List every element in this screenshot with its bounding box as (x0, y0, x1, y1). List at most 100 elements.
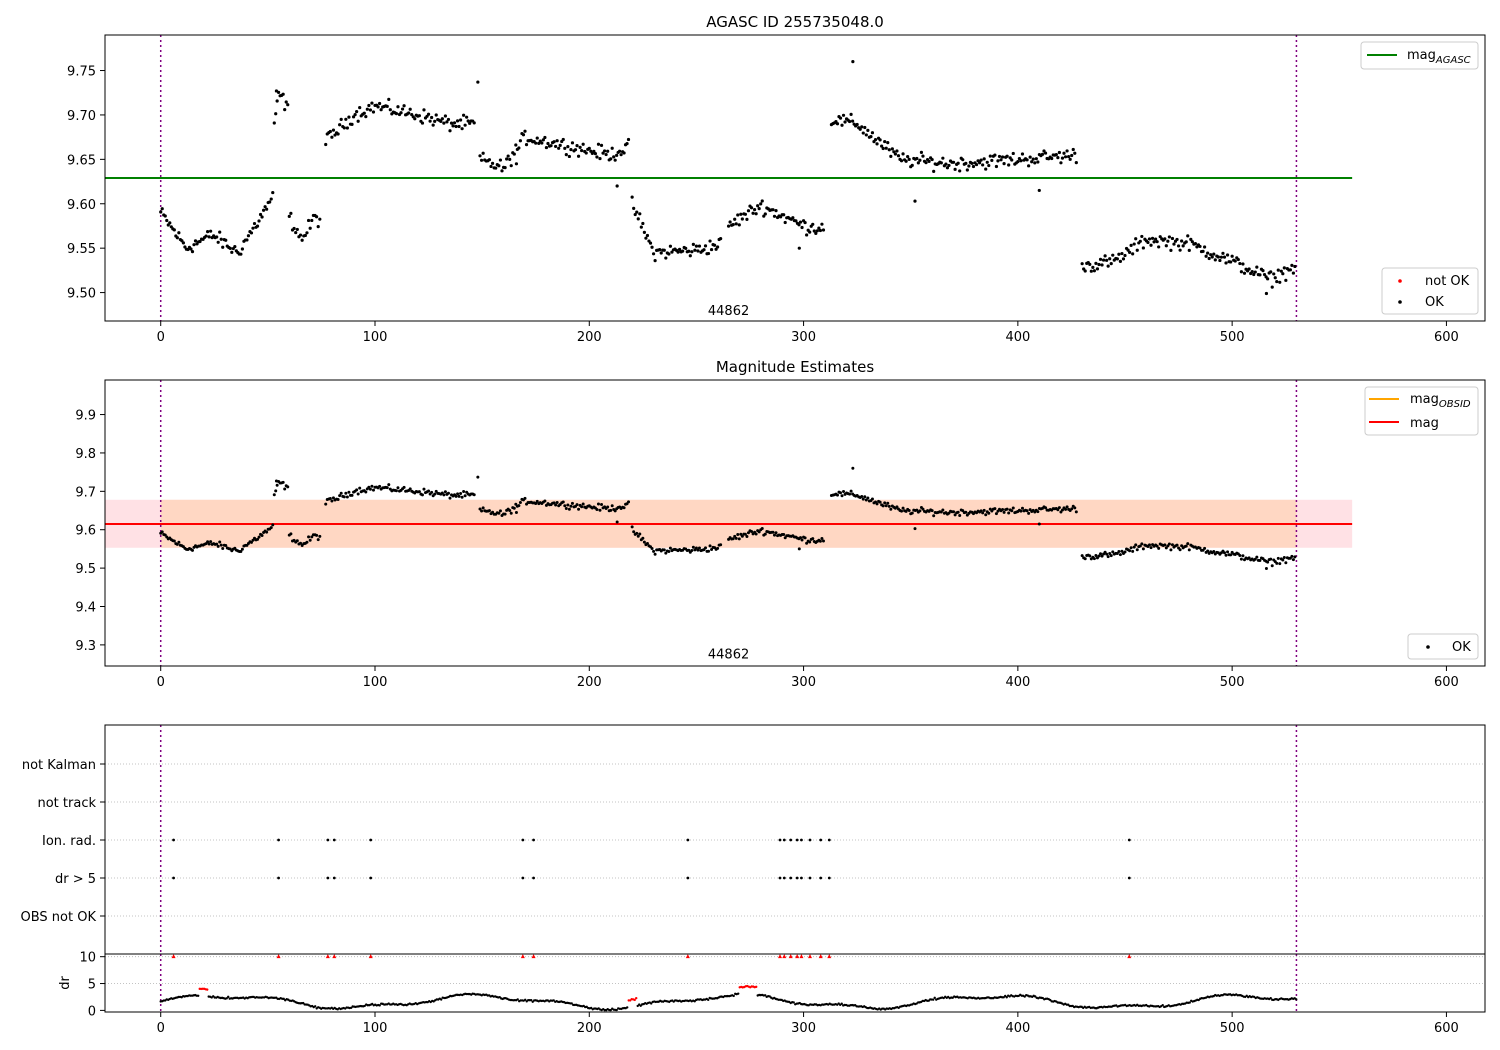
ok-data-point (808, 540, 812, 544)
ok-data-point (1070, 153, 1074, 158)
ok-data-point (570, 501, 574, 505)
ok-data-point (172, 228, 176, 232)
ok-data-point (619, 153, 623, 157)
ok-data-point (420, 493, 424, 497)
ok-data-point (652, 549, 656, 553)
ok-data-point (994, 164, 999, 169)
y-tick-label: 9.3 (75, 639, 96, 654)
ok-data-point (618, 149, 622, 153)
ok-data-point (939, 510, 943, 514)
ok-data-point (460, 495, 464, 499)
ok-data-point (930, 509, 934, 513)
ok-data-point (740, 217, 744, 221)
ok-data-point (426, 112, 431, 116)
ok-data-point (336, 498, 340, 502)
ok-data-point (1226, 550, 1230, 554)
ion-rad-flag-point (789, 838, 793, 842)
ok-data-point (1132, 242, 1136, 246)
ok-data-point (763, 212, 767, 216)
ok-data-point (274, 489, 278, 493)
ok-data-point (388, 108, 392, 112)
ok-data-point (821, 228, 826, 232)
ok-data-point (1027, 511, 1031, 515)
ok-data-point (878, 138, 882, 142)
ok-data-point (694, 244, 699, 248)
ok-data-point (987, 163, 991, 168)
ok-data-point (803, 220, 807, 225)
ok-data-point (743, 532, 747, 536)
ok-data-point (1056, 155, 1060, 160)
ok-data-point (218, 540, 222, 544)
ion-rad-flag-point (795, 838, 799, 842)
ok-data-point (907, 157, 911, 161)
ok-data-point (1050, 156, 1054, 161)
ok-data-point (215, 542, 219, 546)
ok-data-point (982, 508, 986, 512)
flags-panel: not Kalman not track Ion. rad. dr > 5 OBS no… (21, 724, 1486, 955)
ok-data-point (557, 146, 561, 150)
ok-data-point (430, 490, 434, 494)
ok-data-point (1149, 546, 1153, 550)
ok-data-point (555, 139, 559, 143)
ok-data-point (1027, 164, 1031, 168)
ok-data-point (219, 543, 223, 547)
ok-data-point (858, 127, 862, 131)
ok-data-point (567, 154, 571, 159)
ok-data-point (799, 536, 803, 540)
ok-data-point (598, 156, 602, 161)
ok-data-point (428, 119, 432, 123)
ok-data-point (233, 245, 237, 249)
dr-gt-5-flag-point (172, 876, 175, 880)
ok-data-point (1020, 152, 1025, 156)
ok-data-point (636, 217, 640, 221)
ok-data-point (630, 525, 634, 529)
ok-data-point (670, 250, 674, 254)
agasc-legend-lower: not OK OK (1381, 267, 1479, 315)
ok-data-point (1255, 555, 1259, 559)
ok-data-point (613, 509, 617, 513)
ok-data-point (896, 154, 901, 158)
ok-data-point (797, 223, 801, 227)
ok-data-point (330, 135, 334, 139)
ok-data-point (606, 505, 610, 509)
ok-data-point (487, 509, 491, 513)
ok-data-point (651, 252, 656, 256)
ok-data-point (757, 207, 761, 211)
ok-data-point (772, 533, 776, 537)
ok-data-point (440, 117, 444, 121)
ok-data-point (1123, 253, 1127, 258)
ok-data-point (974, 162, 979, 167)
ok-data-point (1293, 555, 1297, 559)
ok-data-point (387, 97, 391, 101)
ok-data-point (355, 109, 359, 114)
ok-data-point (256, 537, 260, 541)
ok-data-point (303, 233, 307, 238)
ok-data-point (1074, 510, 1078, 514)
ok-data-point (497, 164, 501, 168)
ok-data-point (370, 484, 374, 488)
ok-data-point (1225, 253, 1230, 257)
ok-data-point (564, 506, 568, 510)
ok-data-point (913, 199, 917, 203)
ok-data-point (371, 110, 376, 114)
ion-rad-flag-point (782, 838, 786, 842)
ok-data-point (1083, 557, 1087, 561)
ok-data-point (498, 509, 502, 513)
ok-data-point (1127, 250, 1132, 254)
ok-data-point (204, 234, 208, 238)
ok-data-point (1109, 262, 1113, 266)
ok-data-point (481, 151, 485, 155)
dr-gt-5-flag-point (789, 876, 793, 880)
ok-data-point (1252, 272, 1256, 277)
ok-data-point (1290, 554, 1294, 558)
ok-data-point (863, 125, 867, 130)
ok-data-point (1184, 240, 1188, 244)
ok-data-point (1180, 239, 1184, 243)
ok-data-point (1242, 271, 1247, 275)
ok-data-point (851, 466, 855, 470)
dr-flag-marker (332, 954, 337, 959)
ok-data-point (413, 117, 417, 121)
ok-data-point (402, 104, 406, 108)
ok-data-point (342, 126, 346, 130)
dr-ok-point (764, 994, 767, 997)
